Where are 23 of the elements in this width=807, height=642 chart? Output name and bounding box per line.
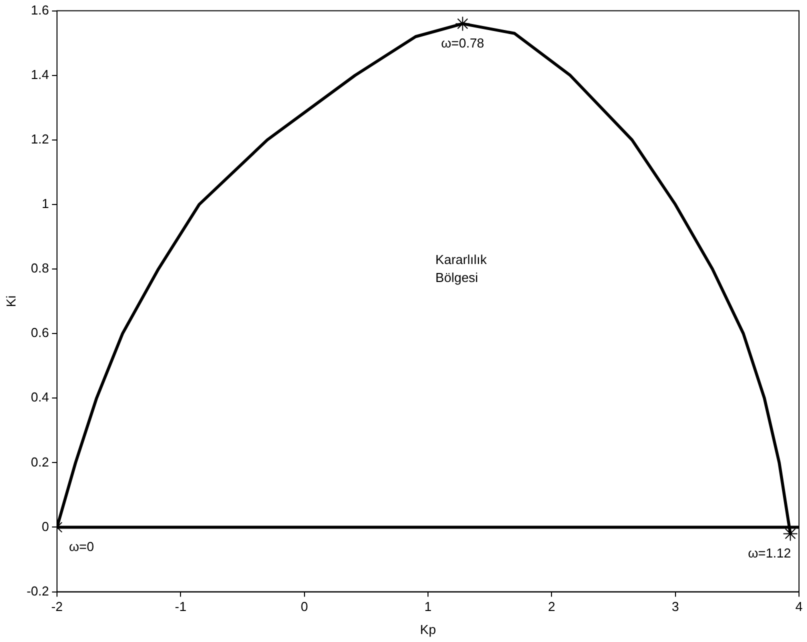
annotation: ω=1.12	[748, 545, 792, 560]
y-tick-label: 0.4	[30, 390, 49, 405]
y-tick-label: 0.8	[30, 260, 49, 276]
y-tick-label: 1.4	[30, 66, 49, 82]
y-tick-label: 0.6	[30, 325, 49, 340]
y-tick-label: 0.2	[30, 454, 49, 470]
x-tick-label: 3	[672, 599, 679, 614]
y-tick-label: 1.6	[30, 2, 49, 18]
annotation: ω=0	[69, 538, 94, 554]
y-tick-label: -0.2	[26, 583, 49, 598]
y-tick-label: 1	[42, 196, 49, 212]
y-tick-label: 0	[42, 518, 49, 534]
y-tick-label: 1.2	[30, 131, 49, 146]
x-tick-label: -2	[51, 599, 63, 614]
x-tick-label: 1	[424, 599, 432, 614]
annotation: ω=0.78	[441, 35, 484, 50]
x-axis-title: Kp	[420, 622, 436, 637]
x-tick-label: -1	[174, 599, 186, 614]
x-tick-label: 2	[548, 599, 556, 614]
x-tick-label: 0	[300, 599, 308, 614]
x-tick-label: 4	[795, 599, 803, 614]
y-axis-title: Ki	[3, 295, 18, 308]
annotation: Kararlılık Bölgesi	[435, 252, 488, 286]
